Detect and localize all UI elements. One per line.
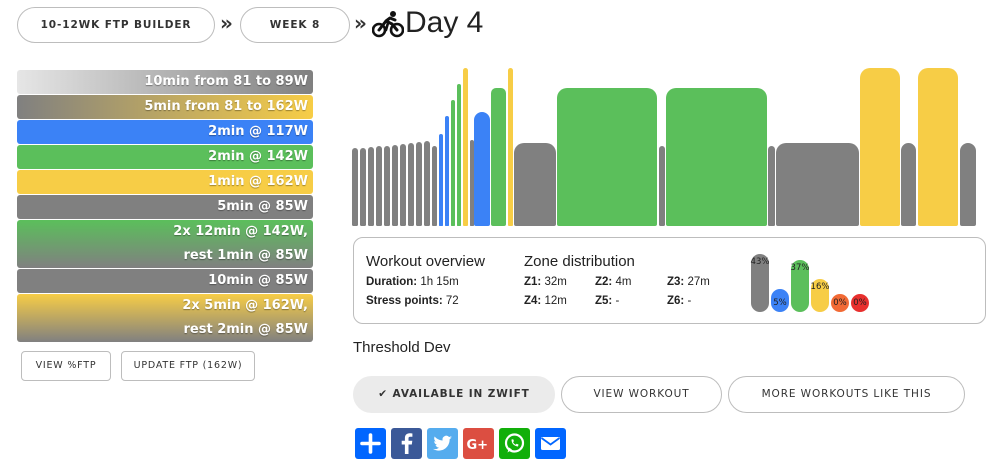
interval-row: 5min @ 85W [17,195,313,219]
interval-row: 1min @ 162W [17,170,313,194]
duration-value: 1h 15m [420,276,459,288]
profile-segment [463,68,468,226]
profile-segment [451,100,455,226]
zone-z2: Z2: 4m [595,276,632,288]
profile-segment [400,144,406,226]
profile-segment [376,146,382,226]
zone-bar [751,254,769,312]
zone-bar [851,294,869,312]
interval-row: 2x 12min @ 142W, rest 1min @ 85W [17,220,313,268]
zone-z6: Z6: - [667,295,692,307]
profile-segment [901,143,916,226]
zone-bar [811,279,829,312]
zone-distribution-chart: 43% 5% 37% 16% 0% 0% [751,250,876,312]
zone-bar [831,294,849,312]
profile-segment [776,143,859,226]
profile-segment [457,84,461,226]
profile-segment [960,143,976,226]
more-workouts-button[interactable]: More workouts like this [728,376,965,413]
zone-bar-label: 16% [810,282,830,292]
cyclist-icon [372,11,404,38]
google-plus-icon[interactable]: G+ [463,428,494,459]
overview-heading: Workout overview [366,253,485,270]
add-icon[interactable] [355,428,386,459]
week-breadcrumb-button[interactable]: Week 8 [240,7,350,43]
profile-segment [368,147,374,226]
profile-segment [666,88,767,226]
interval-row: 10min from 81 to 89W [17,70,313,94]
profile-segment [360,148,366,226]
plan-breadcrumb-button[interactable]: 10-12wk FTP Builder [17,7,215,43]
profile-segment [860,68,900,226]
stress-row: Stress points: 72 [366,295,459,307]
workout-profile-chart [352,66,978,226]
interval-row: 2min @ 142W [17,145,313,169]
profile-segment [659,146,665,226]
zone-z5: Z5: - [595,295,620,307]
stress-value: 72 [445,295,459,307]
available-in-zwift-button[interactable]: ✔ Available in Zwift [353,376,555,413]
zone-bar-label: 5% [773,298,787,308]
profile-segment [432,146,437,226]
interval-row: 2min @ 117W [17,120,313,144]
email-icon[interactable] [535,428,566,459]
profile-segment [445,116,449,226]
profile-segment [557,88,657,226]
profile-segment [408,143,414,226]
twitter-icon[interactable] [427,428,458,459]
interval-row: 10min @ 85W [17,269,313,293]
profile-segment [474,112,490,226]
view-workout-button[interactable]: View workout [561,376,722,413]
zone-distribution-heading: Zone distribution [524,253,635,270]
profile-segment [470,140,474,226]
zone-z3: Z3: 27m [667,276,710,288]
profile-segment [918,68,958,226]
duration-row: Duration: 1h 15m [366,276,459,288]
zone-bar-label: 0% [833,298,847,308]
workout-overview-card: Workout overview Duration: 1h 15m Stress… [353,237,986,324]
zone-z4: Z4: 12m [524,295,567,307]
duration-label: Duration: [366,276,418,288]
interval-row: 2x 5min @ 162W, rest 2min @ 85W [17,294,313,342]
stress-label: Stress points: [366,295,443,307]
zone-bar [771,289,789,312]
profile-segment [514,143,556,226]
facebook-icon[interactable] [391,428,422,459]
zone-bar-label: 37% [790,263,810,273]
whatsapp-icon[interactable] [499,428,530,459]
update-ftp-button[interactable]: Update FTP (162W) [121,351,255,381]
zone-bar-label: 43% [750,257,770,267]
interval-row: 5min from 81 to 162W [17,95,313,119]
breadcrumb-separator: » [220,11,233,35]
profile-segment [392,145,398,226]
profile-segment [384,146,390,226]
zone-bar-label: 0% [853,298,867,308]
profile-segment [424,141,430,226]
profile-segment [508,68,513,226]
zone-z1: Z1: 32m [524,276,567,288]
workout-name: Threshold Dev [353,339,451,356]
view-ftp-button[interactable]: View %FTP [21,351,111,381]
profile-segment [352,148,358,226]
page-title: Day 4 [405,6,484,39]
zone-bar [791,260,809,312]
profile-segment [439,134,443,226]
profile-segment [491,88,506,226]
profile-segment [416,142,422,226]
profile-segment [768,146,775,226]
svg-text:G+: G+ [467,438,489,453]
breadcrumb-separator: » [354,11,367,35]
